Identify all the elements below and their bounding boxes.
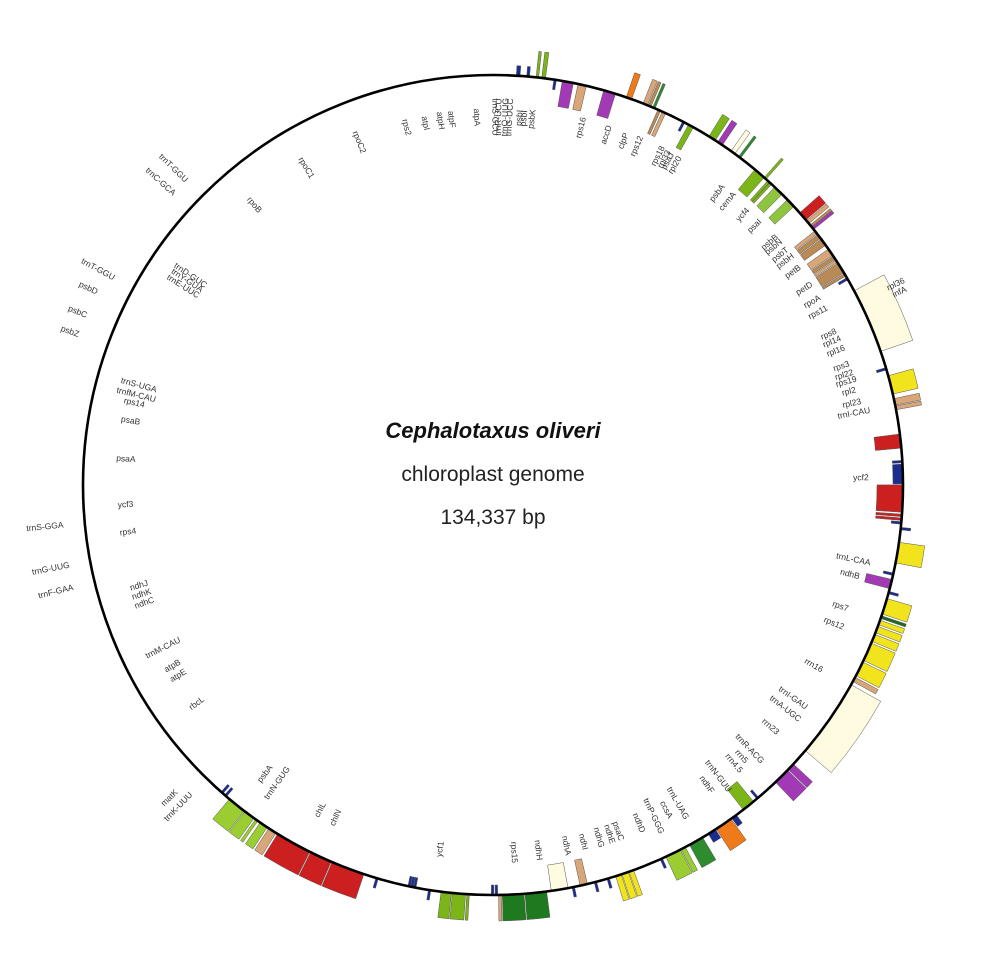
gene-block-psbn xyxy=(763,157,784,180)
gene-label: psaB xyxy=(120,414,141,427)
gene-block-rps16 xyxy=(572,83,587,112)
gene-label: trnF-GAA xyxy=(37,582,75,600)
gene-label: ndhA xyxy=(560,835,574,857)
gene-label: rrn23 xyxy=(760,716,782,737)
gene-block-trnr-ucu xyxy=(516,65,522,77)
gene-label: rps16 xyxy=(573,116,588,139)
gene-label: ndhJ xyxy=(129,578,149,593)
gene-label: ycf4 xyxy=(733,205,751,223)
gene-label: rps12 xyxy=(627,134,645,158)
gene-block-psab xyxy=(502,893,527,922)
gene-label: psbI xyxy=(513,109,524,126)
gene-label: petD xyxy=(794,279,815,297)
gene-block-clpp xyxy=(596,89,616,119)
genome-backbone-circle xyxy=(81,73,905,897)
gene-block-psbi xyxy=(535,51,542,78)
gene-block-trnfm-cau xyxy=(494,884,498,896)
gene-block-psaa xyxy=(524,891,551,920)
gene-block-trns-uga xyxy=(491,884,495,896)
gene-block-trng-ucc xyxy=(526,66,531,77)
gene-label: rrn16 xyxy=(803,656,825,675)
gene-label: rpoB xyxy=(245,195,265,215)
gene-label: trnQ-UUG xyxy=(499,98,511,137)
gene-block-rps4 xyxy=(574,858,588,886)
gene-block-psbd xyxy=(437,891,452,920)
gene-label: rpoC1 xyxy=(296,155,317,180)
gene-block-ycf4 xyxy=(730,129,751,155)
gene-label: rps14 xyxy=(123,395,146,409)
gene-label: ndhI xyxy=(577,832,591,850)
gene-label: trnG-UCC xyxy=(503,98,515,136)
gene-label: psbD xyxy=(77,279,99,297)
gene-block-accd xyxy=(557,80,574,109)
gene-block-ndhf xyxy=(895,542,925,569)
gene-label: ycf2 xyxy=(853,472,869,482)
gene-label: rps4 xyxy=(119,525,137,537)
gene-label: rpl2 xyxy=(841,384,857,397)
gene-label: rps2 xyxy=(400,118,414,137)
gene-label: atpF xyxy=(446,110,458,128)
genome-length: 134,337 bp xyxy=(440,506,545,529)
gene-block-psbc xyxy=(449,892,466,921)
gene-blocks xyxy=(212,51,925,922)
gene-block-trni-gau xyxy=(892,460,903,464)
gene-label: trnG-UUG xyxy=(31,560,70,577)
genome-type: chloroplast genome xyxy=(401,463,584,486)
gene-label: psbI xyxy=(518,110,529,127)
gene-label: ndhH xyxy=(533,839,545,860)
gene-label: ndhB xyxy=(839,567,861,582)
gene-label: rpoC2 xyxy=(351,129,369,154)
gene-label: trnT-GGU xyxy=(80,256,117,282)
gene-block-ycf3 xyxy=(547,862,569,892)
gene-label: psaI xyxy=(745,216,763,234)
gene-block-rrn16 xyxy=(873,433,902,451)
gene-block-clpp2 xyxy=(625,72,641,100)
gene-label: psaA xyxy=(116,453,136,464)
gene-label: trnR-UCU xyxy=(493,98,504,136)
gene-label: ndhD xyxy=(631,811,648,834)
gene-label: rps12 xyxy=(822,614,846,631)
gene-block-rps14 xyxy=(498,894,503,922)
gene-block-psbk xyxy=(541,51,550,79)
gene-label: psbZ xyxy=(60,323,81,339)
gene-label: atpH xyxy=(435,111,448,130)
gene-label: rpl23 xyxy=(841,396,862,410)
species-name: Cephalotaxus oliveri xyxy=(385,418,601,443)
gene-label: chlL xyxy=(312,800,328,819)
gene-label: chlN xyxy=(327,808,343,828)
gene-label: rps7 xyxy=(831,598,850,613)
gene-label: trnS-GGA xyxy=(26,520,64,534)
gene-block-trnn-guu xyxy=(900,527,912,532)
gene-label: atpA xyxy=(472,108,483,126)
gene-label: accD xyxy=(598,124,614,146)
gene-block-rrn23 xyxy=(875,484,904,513)
gene-label: clpP xyxy=(615,131,630,150)
gene-block-trnr-acg xyxy=(890,520,902,525)
gene-block-ccsa xyxy=(864,573,893,589)
gene-label: psbK xyxy=(525,108,537,129)
gene-label: trnS-GCU xyxy=(490,98,500,135)
gene-block-petb_grp xyxy=(675,124,694,151)
gene-label: rps15 xyxy=(509,842,520,864)
gene-label: trnI-CAU xyxy=(837,405,871,421)
gene-label: ycf1 xyxy=(434,840,446,857)
gene-label: ycf3 xyxy=(117,499,133,510)
gene-block-psbz xyxy=(464,893,470,921)
gene-label: atpI xyxy=(420,115,433,131)
gene-label: trnL-CAA xyxy=(835,550,872,567)
gene-label: rbcL xyxy=(187,694,206,712)
gene-label: psbC xyxy=(67,303,89,320)
